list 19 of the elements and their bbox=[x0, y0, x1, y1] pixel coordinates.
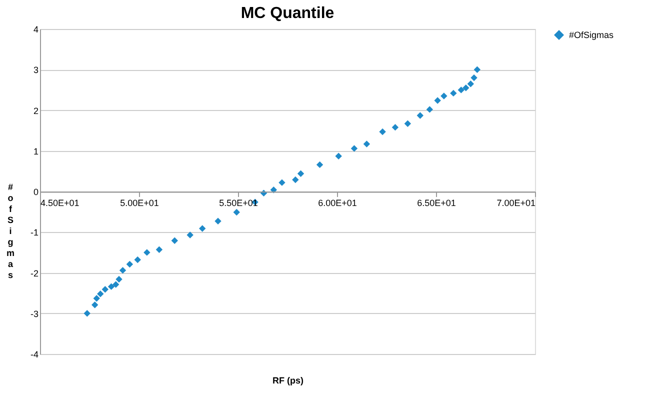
x-tick-label: 5.00E+01 bbox=[120, 198, 159, 208]
y-tick-label: -1 bbox=[30, 228, 38, 238]
x-tick-label: 7.00E+01 bbox=[496, 198, 536, 208]
legend-label: #OfSigmas bbox=[569, 30, 614, 40]
x-tick-label: 5.50E+01 bbox=[219, 198, 258, 208]
x-tick-label: 6.00E+01 bbox=[318, 198, 357, 208]
chart-title: MC Quantile bbox=[240, 5, 334, 22]
y-tick-label: -4 bbox=[30, 350, 38, 360]
x-axis-title: RF (ps) bbox=[272, 376, 304, 386]
y-tick-label: 0 bbox=[33, 187, 38, 197]
y-tick-label: -3 bbox=[30, 308, 38, 319]
x-tick-label: 4.50E+01 bbox=[40, 198, 80, 208]
x-tick-label: 6.50E+01 bbox=[417, 198, 456, 208]
y-tick-label: 4 bbox=[33, 24, 38, 34]
y-tick-label: 2 bbox=[33, 106, 38, 116]
y-tick-label: 1 bbox=[33, 146, 38, 156]
text: # of Sigmas bbox=[6, 182, 15, 280]
y-tick-label: -2 bbox=[30, 268, 38, 278]
y-tick-label: 3 bbox=[33, 65, 38, 76]
